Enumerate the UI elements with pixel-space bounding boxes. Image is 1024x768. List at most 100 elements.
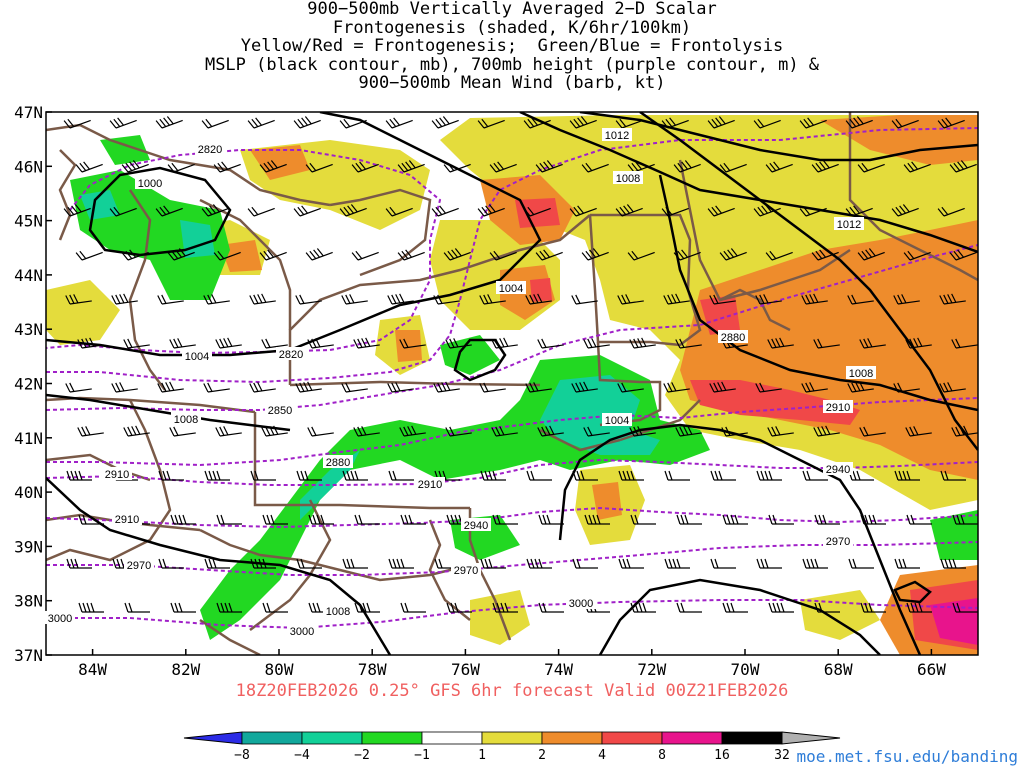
wind-barb — [535, 249, 563, 261]
wind-barb — [661, 206, 689, 217]
wind-barb — [78, 602, 104, 613]
wind-barb — [765, 250, 793, 261]
colorbar-label: −2 — [354, 748, 370, 763]
wind-barb — [158, 558, 184, 569]
wind-barb — [203, 382, 230, 393]
wind-barb — [400, 602, 426, 613]
latitude-label: 40N — [14, 483, 43, 502]
shade-positive-2 — [820, 115, 978, 165]
wind-barb — [940, 558, 966, 569]
wind-barb — [339, 118, 367, 129]
latitude-label: 41N — [14, 429, 43, 448]
wind-barb — [155, 116, 183, 129]
wind-barb — [167, 248, 195, 261]
colorbar-label: 16 — [714, 748, 730, 763]
mslp-label: 1004 — [605, 415, 629, 427]
wind-barb — [296, 558, 322, 569]
wind-barb — [201, 118, 229, 129]
colorbar-label: −4 — [294, 748, 310, 763]
latitude-label: 46N — [14, 157, 43, 176]
wind-barb — [249, 382, 276, 393]
wind-barb — [387, 382, 414, 393]
longitude-label: 76W — [451, 660, 480, 679]
wind-barb — [940, 470, 966, 481]
wind-barb — [259, 160, 287, 173]
wind-barb — [949, 160, 977, 173]
wind-barb — [905, 426, 932, 437]
wind-barb — [893, 294, 920, 305]
height-label: 2880 — [721, 332, 745, 344]
wind-barb — [581, 248, 609, 261]
wind-barb — [617, 294, 644, 305]
wind-barb — [906, 514, 932, 525]
wind-barb — [814, 514, 840, 525]
longitude-label: 80W — [265, 660, 294, 679]
wind-barb — [247, 117, 275, 129]
wind-barb — [538, 602, 564, 613]
wind-barb — [169, 426, 196, 437]
height-label: 3000 — [48, 613, 72, 625]
wind-barb — [216, 514, 242, 525]
wind-barb — [170, 514, 196, 525]
wind-barb — [480, 470, 506, 481]
wind-barb — [894, 470, 920, 481]
wind-barb — [707, 205, 735, 217]
height-label: 3000 — [290, 626, 314, 638]
shade-positive-2 — [395, 330, 422, 362]
wind-barb — [431, 116, 459, 129]
wind-barb — [627, 161, 655, 173]
shade-negative-2 — [180, 220, 215, 258]
wind-barb — [479, 382, 506, 393]
latitude-axis: 47N 46N 45N 44N 43N 42N 41N 40N 39N 38N 37N — [14, 103, 52, 665]
wind-barb — [77, 337, 104, 349]
wind-barb — [847, 294, 874, 305]
height-label: 2910 — [115, 514, 139, 526]
shade-negative-1 — [100, 135, 150, 165]
wind-barb — [155, 205, 183, 217]
wind-barb — [339, 204, 367, 217]
wind-barb — [903, 250, 931, 261]
wind-barb — [572, 470, 598, 481]
colorbar-label: 4 — [598, 748, 606, 763]
longitude-label: 68W — [824, 660, 853, 679]
wind-barb — [615, 118, 643, 129]
height-label: 2820 — [198, 144, 222, 156]
wind-barb — [811, 249, 839, 261]
wind-barb — [388, 470, 414, 481]
wind-barb — [845, 205, 873, 217]
wind-barb — [675, 425, 702, 437]
wind-barb — [615, 204, 643, 217]
colorbar-swatch — [361, 731, 423, 745]
wind-barb — [630, 514, 656, 525]
wind-barb — [755, 382, 782, 393]
wind-barb — [707, 116, 735, 129]
wind-barb — [847, 381, 874, 393]
wind-barb — [538, 514, 564, 525]
latitude-label: 43N — [14, 320, 43, 339]
wind-barb — [845, 116, 873, 129]
wind-barb — [443, 248, 471, 261]
wind-barb — [765, 161, 793, 173]
wind-barb — [201, 204, 229, 217]
wind-barb — [170, 602, 196, 613]
wind-barb — [891, 204, 919, 217]
height-label: 2940 — [826, 464, 850, 476]
wind-barb — [124, 602, 150, 613]
shade-positive-1 — [800, 590, 880, 640]
wind-barb — [710, 558, 736, 569]
wind-barb — [949, 249, 977, 261]
wind-barb — [158, 470, 184, 481]
wind-barb — [167, 162, 195, 173]
longitude-label: 78W — [358, 660, 387, 679]
wind-barb — [341, 294, 368, 305]
wind-barb — [492, 514, 518, 525]
wind-barb — [307, 426, 334, 437]
colorbar-swatch — [661, 731, 723, 745]
latitude-label: 39N — [14, 537, 43, 556]
wind-barb — [618, 558, 644, 569]
wind-barb — [537, 338, 564, 349]
wind-barb — [801, 382, 828, 393]
wind-barb — [710, 470, 736, 481]
wind-barb — [262, 602, 288, 613]
